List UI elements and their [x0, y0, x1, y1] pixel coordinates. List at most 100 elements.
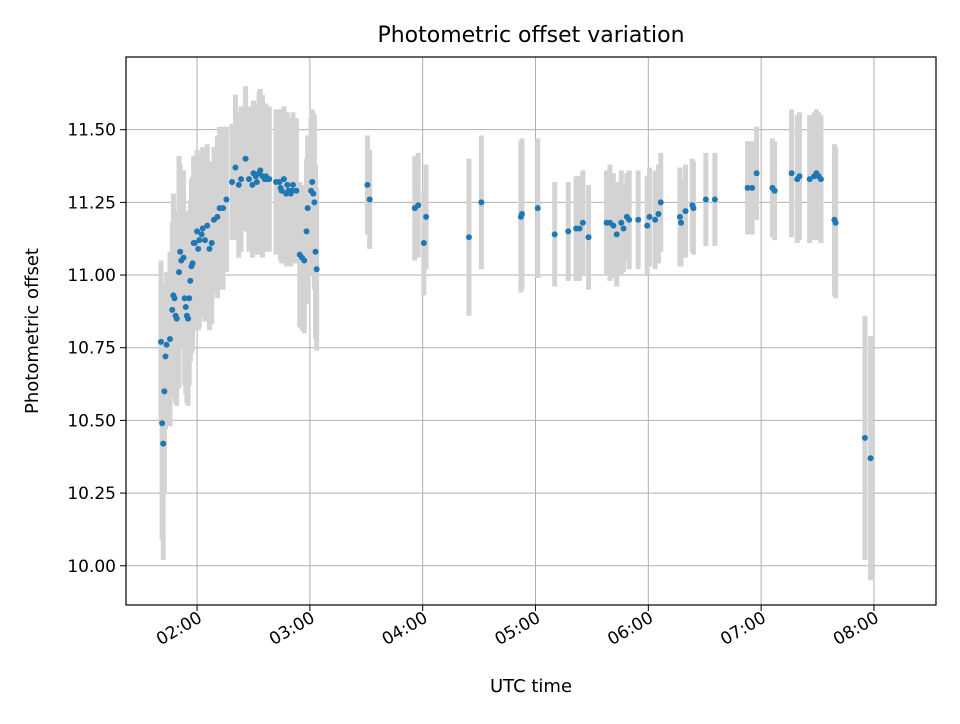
data-point: [160, 440, 167, 447]
data-point: [364, 181, 371, 188]
data-point: [657, 199, 664, 206]
data-point: [644, 222, 651, 229]
data-point: [749, 184, 756, 191]
data-point: [235, 181, 242, 188]
data-point: [163, 341, 170, 348]
data-point: [618, 219, 625, 226]
data-point: [249, 181, 256, 188]
data-point: [309, 179, 316, 186]
x-axis-label: UTC time: [490, 676, 572, 697]
data-point: [534, 205, 541, 212]
data-point: [204, 222, 211, 229]
data-point: [266, 176, 273, 183]
data-point: [293, 187, 300, 194]
plot-frame: [125, 56, 937, 606]
data-point: [796, 173, 803, 180]
data-point: [702, 196, 709, 203]
data-point: [817, 176, 824, 183]
data-point: [415, 202, 422, 209]
y-tick-label: 11.00: [67, 266, 116, 286]
data-markers: [157, 155, 874, 462]
data-point: [196, 237, 203, 244]
data-point: [242, 155, 249, 162]
data-point: [861, 434, 868, 441]
data-point: [366, 196, 373, 203]
data-point: [620, 225, 627, 232]
data-point: [157, 338, 164, 345]
data-point: [186, 295, 193, 302]
data-point: [191, 240, 198, 247]
y-axis-label: Photometric offset: [22, 248, 43, 414]
data-point: [711, 196, 718, 203]
data-point: [185, 315, 192, 322]
data-point: [301, 257, 308, 264]
data-point: [177, 248, 184, 255]
data-point: [220, 205, 227, 212]
data-point: [198, 231, 205, 238]
data-point: [626, 216, 633, 223]
data-point: [194, 228, 201, 235]
data-point: [189, 260, 196, 267]
data-point: [565, 228, 572, 235]
data-point: [223, 196, 230, 203]
data-point: [159, 420, 166, 427]
data-point: [214, 213, 221, 220]
data-point: [229, 179, 236, 186]
data-point: [182, 304, 189, 311]
data-point: [832, 219, 839, 226]
data-point: [257, 167, 264, 174]
data-point: [206, 245, 213, 252]
data-point: [652, 216, 659, 223]
data-point: [284, 181, 291, 188]
data-point: [646, 213, 653, 220]
data-point: [245, 176, 252, 183]
data-point: [169, 306, 176, 313]
y-tick-label: 10.75: [67, 339, 116, 359]
data-point: [753, 170, 760, 177]
data-point: [180, 254, 187, 261]
y-tick-label: 10.00: [67, 557, 116, 577]
data-point: [238, 176, 245, 183]
data-point: [806, 176, 813, 183]
data-point: [161, 388, 168, 395]
data-point: [678, 219, 685, 226]
data-point: [162, 353, 169, 360]
data-point: [208, 240, 215, 247]
data-point: [655, 210, 662, 217]
data-point: [576, 225, 583, 232]
data-point: [423, 213, 430, 220]
data-point: [166, 335, 173, 342]
data-point: [278, 187, 285, 194]
data-point: [867, 455, 874, 462]
y-tick-label: 10.25: [67, 484, 116, 504]
data-point: [253, 179, 260, 186]
data-point: [201, 237, 208, 244]
data-point: [280, 176, 287, 183]
data-point: [232, 164, 239, 171]
data-point: [465, 234, 472, 241]
data-point: [420, 240, 427, 247]
data-point: [276, 179, 283, 186]
data-point: [303, 228, 310, 235]
y-axis-ticks: 10.00 10.25 10.50 10.75 11.00 11.25 11.50: [67, 121, 126, 577]
data-point: [744, 184, 751, 191]
data-point: [610, 222, 617, 229]
data-point: [313, 266, 320, 273]
data-point: [478, 199, 485, 206]
data-point: [551, 231, 558, 238]
chart-title: Photometric offset variation: [377, 23, 684, 48]
data-point: [288, 187, 295, 194]
y-tick-label: 10.50: [67, 411, 116, 431]
data-point: [311, 199, 318, 206]
data-point: [788, 170, 795, 177]
data-point: [613, 231, 620, 238]
data-point: [312, 248, 319, 255]
data-point: [199, 225, 206, 232]
y-tick-label: 11.25: [67, 193, 116, 213]
data-point: [579, 219, 586, 226]
data-point: [304, 205, 311, 212]
y-tick-label: 11.50: [67, 121, 116, 141]
data-point: [310, 190, 317, 197]
